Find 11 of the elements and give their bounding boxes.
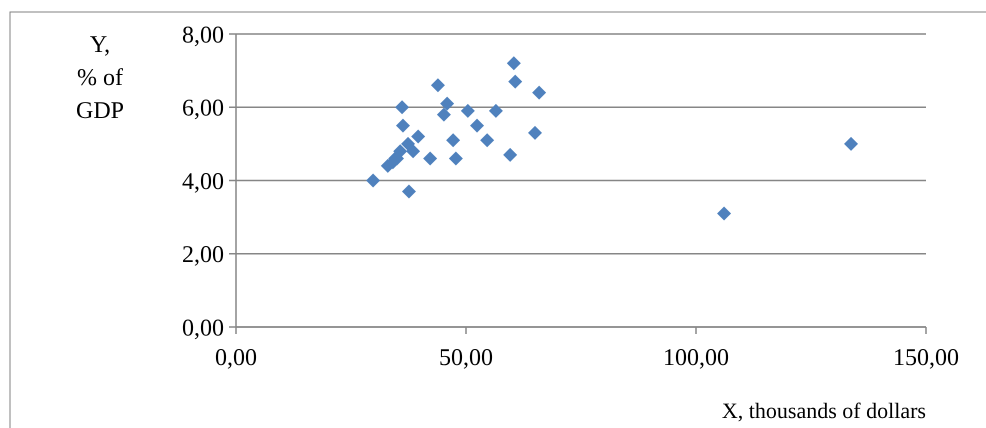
y-tick-label: 8,00 xyxy=(182,22,224,48)
y-tick-label: 4,00 xyxy=(182,168,224,195)
y-axis-title: Y, % of GDP xyxy=(76,32,124,124)
x-tick-label: 100,00 xyxy=(663,345,729,371)
x-axis-title: X, thousands of dollars xyxy=(722,398,926,423)
x-tick-label: 150,00 xyxy=(893,345,959,371)
y-tick-label: 6,00 xyxy=(182,96,224,122)
x-tick-label: 0,00 xyxy=(215,345,257,371)
y-tick-label: 2,00 xyxy=(182,242,224,268)
x-tick-label: 50,00 xyxy=(439,345,493,371)
y-tick-label: 0,00 xyxy=(182,315,224,342)
